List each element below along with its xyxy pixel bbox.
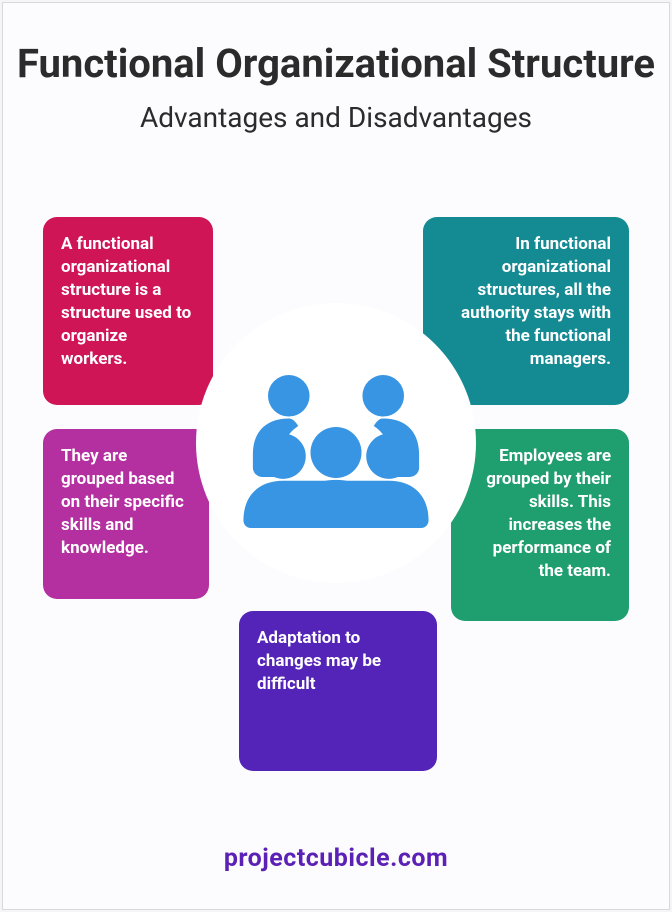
infographic-frame: Functional Organizational Structure Adva…: [2, 2, 670, 910]
card-bottom: Adaptation to changes may be difficult: [239, 611, 437, 771]
card-mid-left: They are grouped based on their specific…: [43, 429, 209, 599]
card-mid-right: Employees are grouped by their skills. T…: [451, 429, 629, 621]
center-circle: [196, 303, 476, 583]
page-title: Functional Organizational Structure: [3, 41, 669, 87]
people-group-icon: [231, 358, 441, 528]
card-top-left: A functional organizational structure is…: [43, 217, 213, 405]
diagram-stage: A functional organizational structure is…: [3, 211, 669, 781]
page-subtitle: Advantages and Disadvantages: [3, 101, 669, 135]
footer-source: projectcubicle.com: [3, 844, 669, 873]
